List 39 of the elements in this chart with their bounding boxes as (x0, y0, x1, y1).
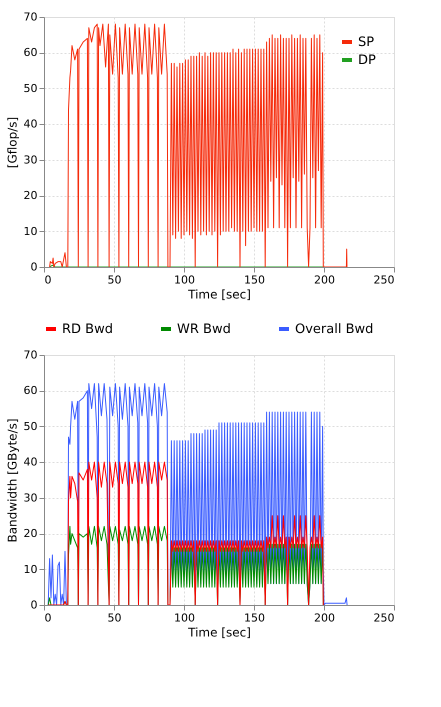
legend-label: DP (358, 53, 376, 68)
legend-label: RD Bwd (62, 322, 113, 337)
x-tick-label: 150 (244, 274, 265, 286)
y-axis-title: Bandwidth [GByte/s] (6, 418, 20, 543)
line-series (49, 24, 348, 267)
legend-label: SP (358, 35, 374, 50)
x-tick-label: 250 (374, 612, 394, 624)
y-tick-label: 10 (24, 224, 38, 238)
x-tick-label: 0 (44, 274, 52, 286)
x-tick-label: 50 (108, 274, 122, 286)
legend-label: Overall Bwd (295, 322, 374, 337)
y-tick-label: 50 (24, 82, 38, 95)
y-tick-label: 60 (24, 384, 38, 398)
x-tick-label: 0 (44, 612, 52, 624)
y-tick-label: 0 (30, 598, 38, 612)
legend-label: WR Bwd (177, 322, 231, 337)
y-tick-label: 50 (24, 420, 38, 433)
y-tick-label: 30 (24, 153, 38, 166)
x-tick-label: 250 (374, 274, 394, 286)
x-axis-title: Time [sec] (187, 288, 251, 302)
y-tick-label: 20 (24, 189, 38, 202)
x-tick-label: 100 (174, 612, 195, 624)
y-tick-label: 10 (24, 562, 38, 576)
y-tick-label: 40 (24, 456, 38, 469)
x-axis-title: Time [sec] (187, 626, 251, 640)
x-tick-label: 200 (314, 612, 335, 624)
x-tick-label: 50 (108, 612, 122, 624)
x-tick-label: 150 (244, 612, 265, 624)
y-tick-label: 40 (24, 118, 38, 131)
y-axis-title: [Gflop/s] (6, 116, 20, 168)
y-tick-label: 70 (24, 348, 38, 362)
x-tick-label: 200 (314, 274, 335, 286)
x-tick-label: 100 (174, 274, 195, 286)
y-tick-label: 60 (24, 46, 38, 60)
y-tick-label: 20 (24, 527, 38, 540)
y-tick-label: 30 (24, 491, 38, 504)
line-series (48, 462, 324, 605)
y-tick-label: 0 (30, 260, 38, 274)
y-tick-label: 70 (24, 10, 38, 24)
